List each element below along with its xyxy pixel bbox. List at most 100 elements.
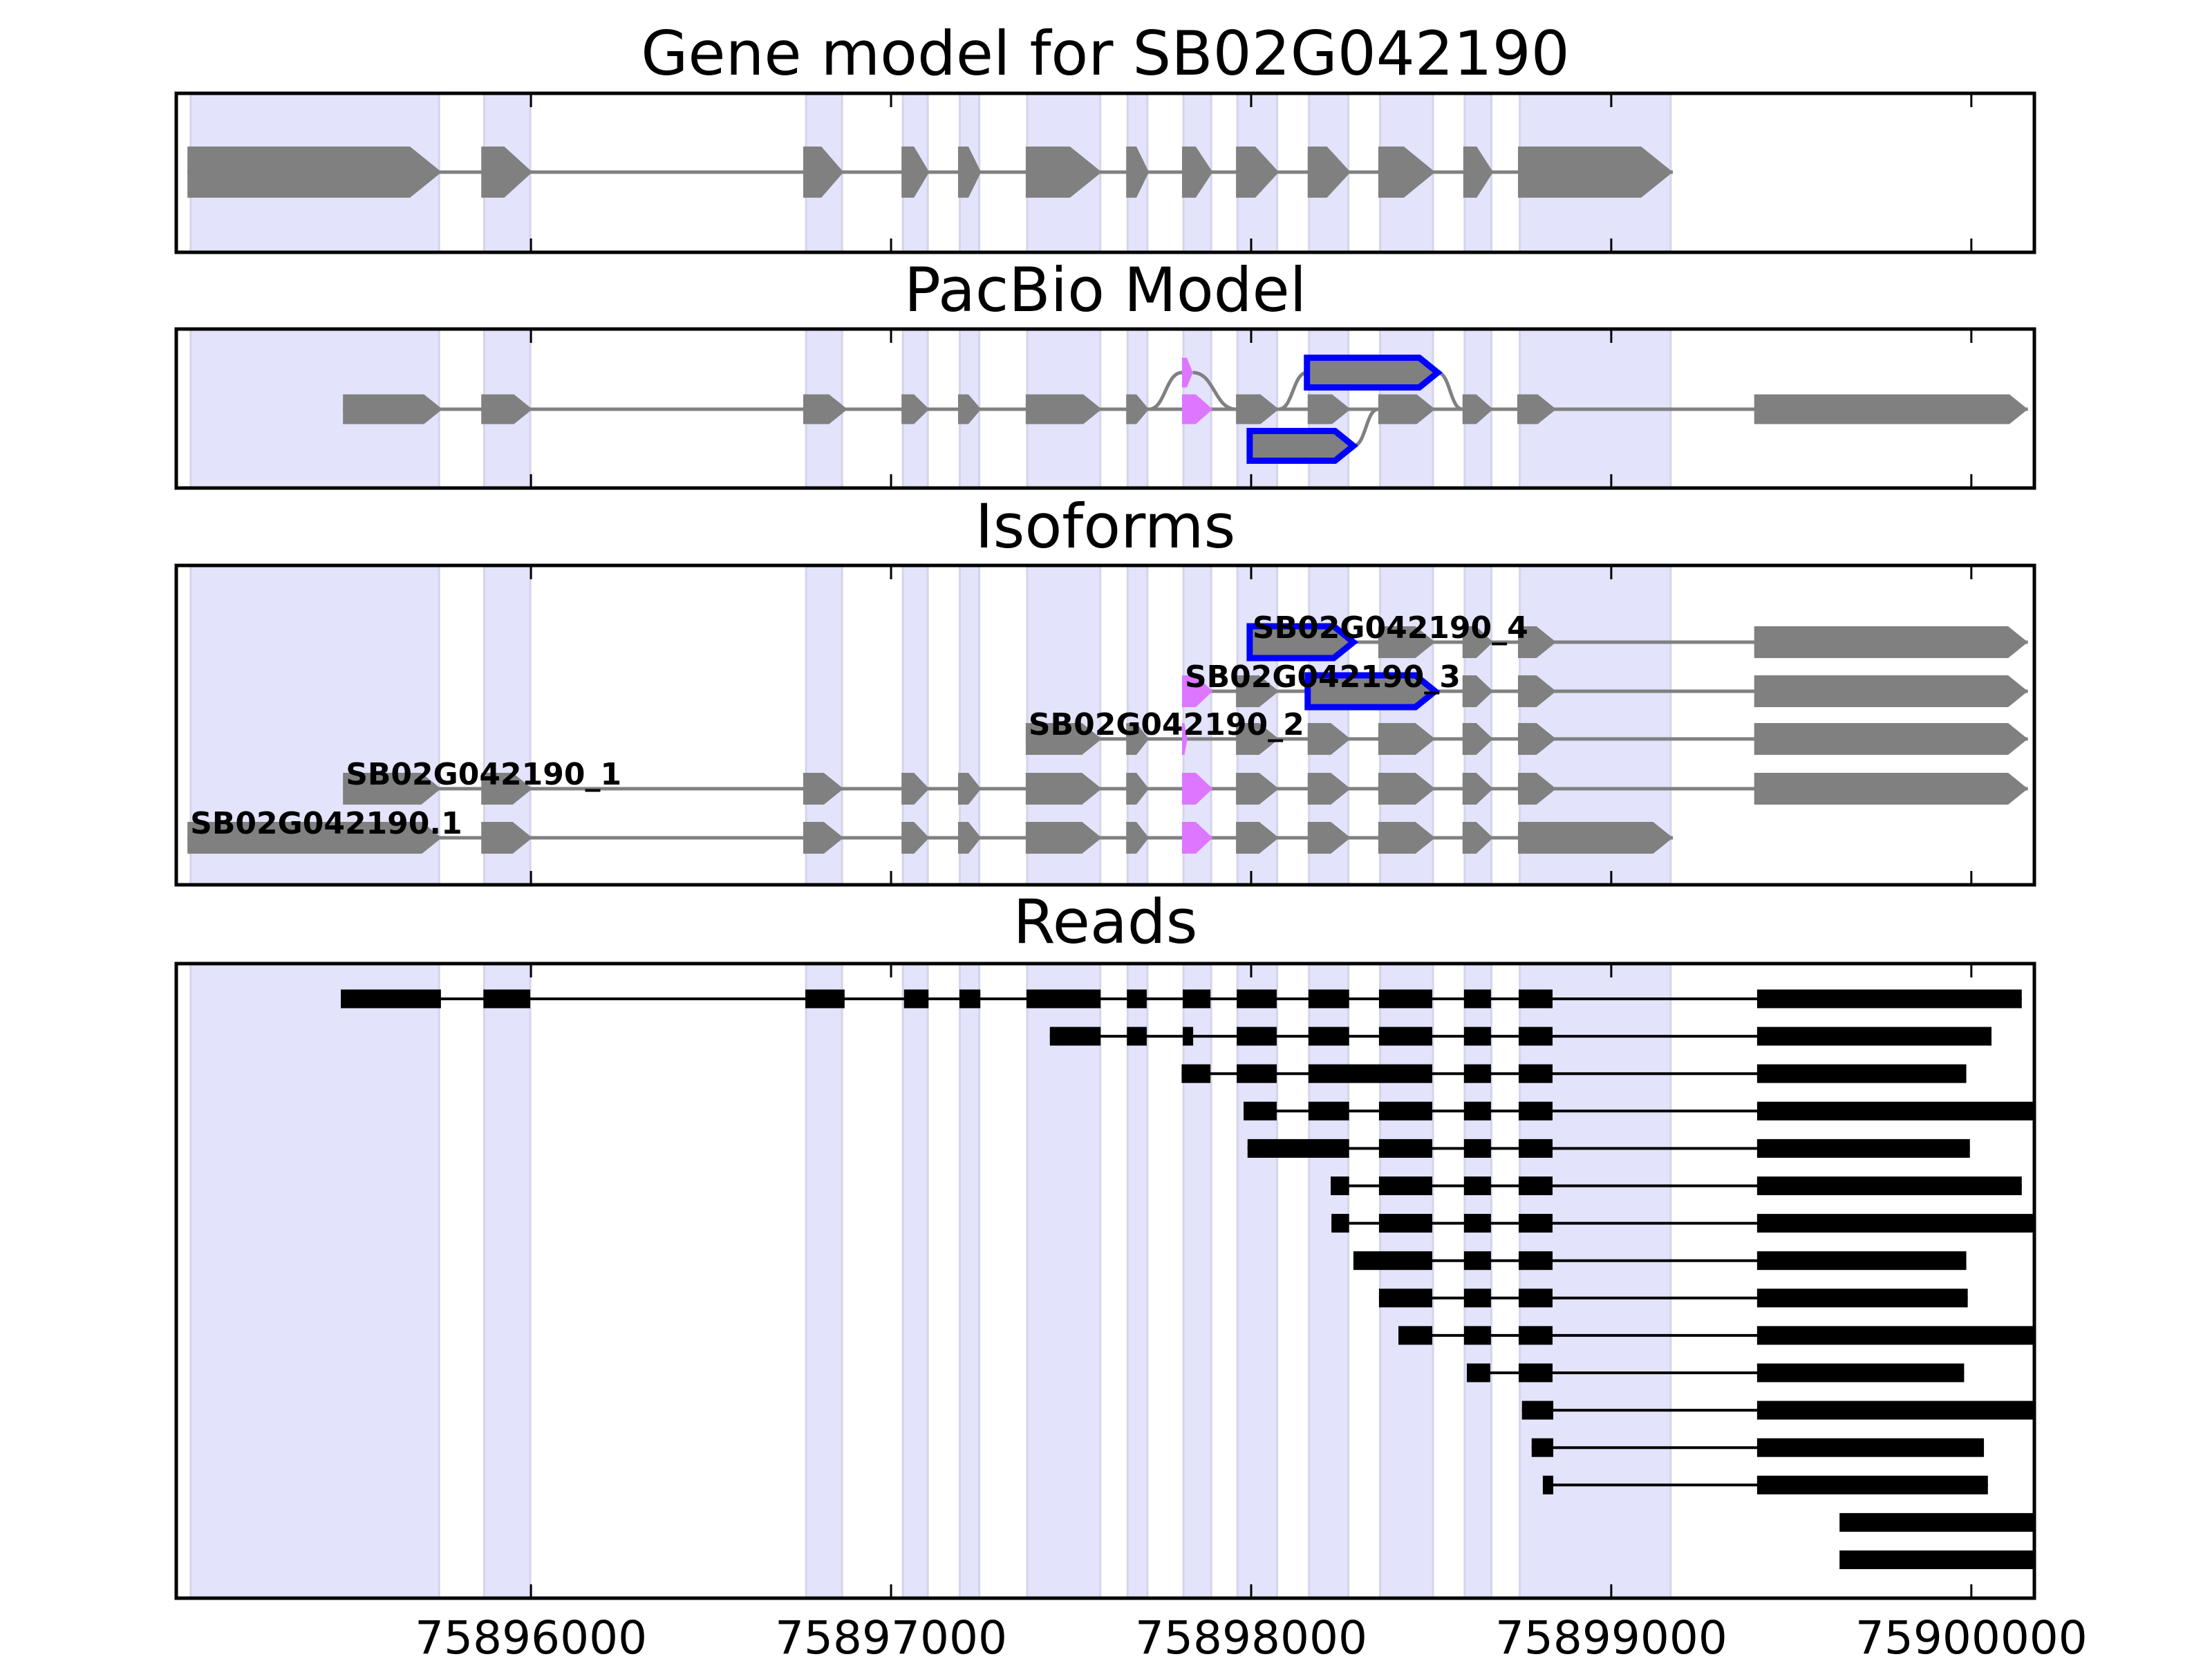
- isoform-label: SB02G042190_4: [1253, 610, 1528, 646]
- exon: [1126, 147, 1150, 198]
- exon: [1462, 723, 1494, 755]
- exon: [803, 773, 844, 805]
- exon: [1462, 626, 1494, 658]
- x-tick-label: 75898000: [1135, 1611, 1367, 1659]
- exon: [343, 394, 442, 424]
- read-block: [1756, 1177, 2022, 1195]
- exon: [1378, 394, 1436, 424]
- exon: [1517, 675, 1557, 707]
- splice-connector: [1148, 371, 1183, 411]
- exon: [187, 822, 442, 854]
- read-block: [1127, 989, 1147, 1009]
- splice-connector: [1437, 371, 1463, 411]
- splice-connector: [1192, 371, 1237, 411]
- read-block: [1519, 1064, 1553, 1083]
- splice-connector: [1353, 407, 1379, 448]
- read-block: [1756, 1288, 1968, 1308]
- exon: [481, 394, 533, 424]
- read-block: [1756, 1101, 2034, 1121]
- exon: [1126, 822, 1150, 854]
- panel-frame: [174, 962, 2036, 1600]
- exon: [803, 147, 844, 198]
- read-block: [1378, 989, 1433, 1009]
- isoform-row: SB02G042190_2: [1025, 707, 2028, 755]
- read-block: [1519, 1177, 1553, 1195]
- read-block: [1542, 1475, 1554, 1494]
- panel-frame: [174, 327, 2036, 490]
- read-block: [1378, 1214, 1433, 1233]
- read-row: [1378, 1288, 1968, 1308]
- exon-shade-region: [805, 962, 843, 1600]
- read-block: [1127, 1027, 1147, 1046]
- exon-outlined-alternative: [1304, 672, 1441, 711]
- exon-alternative: [1181, 822, 1213, 854]
- read-block: [1308, 989, 1349, 1009]
- exon: [901, 773, 930, 805]
- exon: [187, 147, 442, 198]
- read-block: [1049, 1027, 1101, 1046]
- read-block: [341, 989, 441, 1009]
- exon: [1517, 394, 1557, 424]
- isoform-row: SB02G042190_4: [1246, 610, 2028, 662]
- gene-model-panel: [174, 91, 2036, 254]
- exon-shade-region: [189, 962, 440, 1600]
- read-block: [1839, 1512, 2034, 1532]
- read-block: [1463, 1288, 1491, 1308]
- exon-alternative: [1181, 773, 1213, 805]
- exon: [1307, 773, 1351, 805]
- read-row: [1181, 1064, 1967, 1083]
- read-block: [1756, 1214, 2034, 1233]
- read-block: [1519, 989, 1553, 1009]
- exon-shade-region: [959, 962, 981, 1600]
- read-row: [1331, 1214, 2034, 1233]
- read-block: [1463, 1138, 1491, 1158]
- read-block: [1331, 1177, 1349, 1195]
- exon: [481, 822, 533, 854]
- exon: [1307, 394, 1351, 424]
- read-block: [903, 989, 929, 1009]
- reads-title: Reads: [1013, 886, 1198, 957]
- read-block: [1247, 1138, 1349, 1158]
- exon: [1517, 723, 1557, 755]
- read-row: [1839, 1550, 2034, 1569]
- read-block: [959, 989, 981, 1009]
- isoforms-panel: SB02G042190_4 SB02G042190_3 SB02G042190_2 S…: [174, 563, 2036, 887]
- exon-shade-region: [1378, 962, 1434, 1600]
- read-block: [1378, 1138, 1433, 1158]
- exon-outlined-alternative: [1246, 623, 1359, 662]
- read-block: [1756, 1363, 1965, 1382]
- read-block: [1183, 989, 1211, 1009]
- read-block: [1237, 989, 1277, 1009]
- isoform-label: SB02G042190_3: [1185, 659, 1461, 695]
- read-block: [1521, 1400, 1554, 1420]
- exon: [1025, 723, 1102, 755]
- read-block: [1756, 1326, 2034, 1345]
- read-block: [1183, 1027, 1194, 1046]
- read-block: [1519, 1027, 1553, 1046]
- exon: [1754, 626, 2028, 658]
- read-block: [1244, 1101, 1277, 1121]
- exon-alternative: [1181, 394, 1213, 424]
- read-block: [1756, 1064, 1967, 1083]
- exon: [1378, 147, 1436, 198]
- read-block: [1463, 1326, 1491, 1345]
- exon: [1517, 773, 1557, 805]
- exon: [481, 147, 533, 198]
- read-block: [1519, 1251, 1553, 1271]
- read-block: [1026, 989, 1101, 1009]
- isoform-label: SB02G042190_2: [1029, 707, 1304, 742]
- read-row: [341, 989, 2022, 1009]
- exon-shade-region: [1126, 962, 1149, 1600]
- exon-shade-region: [1463, 962, 1492, 1600]
- gene-model-title: Gene model for SB02G042190: [641, 18, 1570, 89]
- read-block: [1519, 1326, 1553, 1345]
- exon-shade-region: [1308, 962, 1350, 1600]
- read-block: [1378, 1101, 1433, 1121]
- read-block: [1331, 1214, 1349, 1233]
- read-row: [1839, 1512, 2034, 1532]
- read-row: [1331, 1177, 2022, 1195]
- exon: [1236, 147, 1280, 198]
- exon: [1378, 626, 1436, 658]
- exon: [1025, 147, 1102, 198]
